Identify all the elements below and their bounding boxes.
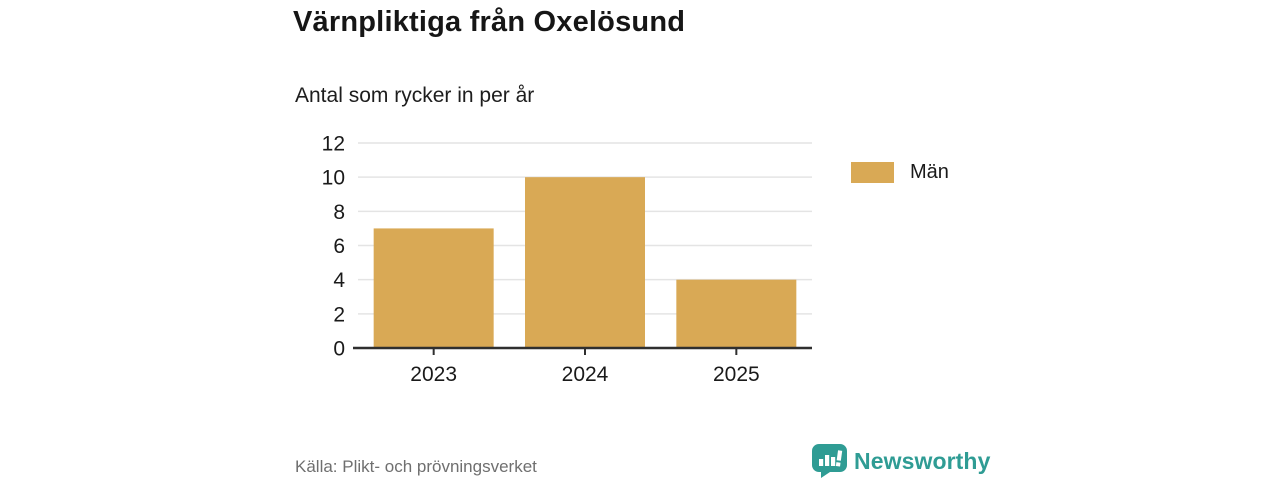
y-tick-label: 12: [322, 133, 345, 156]
chart-subtitle: Antal som rycker in per år: [295, 84, 535, 107]
y-tick-label: 8: [333, 201, 345, 224]
legend-label-man: Män: [910, 161, 949, 183]
bar-2023: [373, 228, 494, 348]
y-tick-label: 10: [322, 167, 345, 190]
brand-logo: Newsworthy: [812, 444, 990, 478]
chart-title: Värnpliktiga från Oxelösund: [293, 6, 686, 38]
speech-bubble-bar-chart-icon: [812, 444, 847, 478]
x-tick-label: 2023: [410, 363, 457, 386]
bar-chart-plot: 0 2 4 6 8 10 12 2023 2024 2025: [322, 133, 812, 386]
y-tick-label: 2: [333, 303, 345, 326]
legend-swatch-man: [851, 162, 894, 183]
bar-2024: [525, 177, 645, 348]
bar-2025: [676, 279, 797, 348]
x-tick-label: 2025: [713, 363, 760, 386]
source-attribution: Källa: Plikt- och prövningsverket: [295, 457, 537, 476]
x-tick-label: 2024: [562, 363, 609, 386]
y-tick-label: 4: [333, 269, 345, 292]
chart-legend: Män: [851, 161, 949, 184]
y-tick-label: 6: [333, 235, 345, 258]
y-tick-label: 0: [333, 338, 345, 361]
brand-name: Newsworthy: [854, 447, 991, 474]
